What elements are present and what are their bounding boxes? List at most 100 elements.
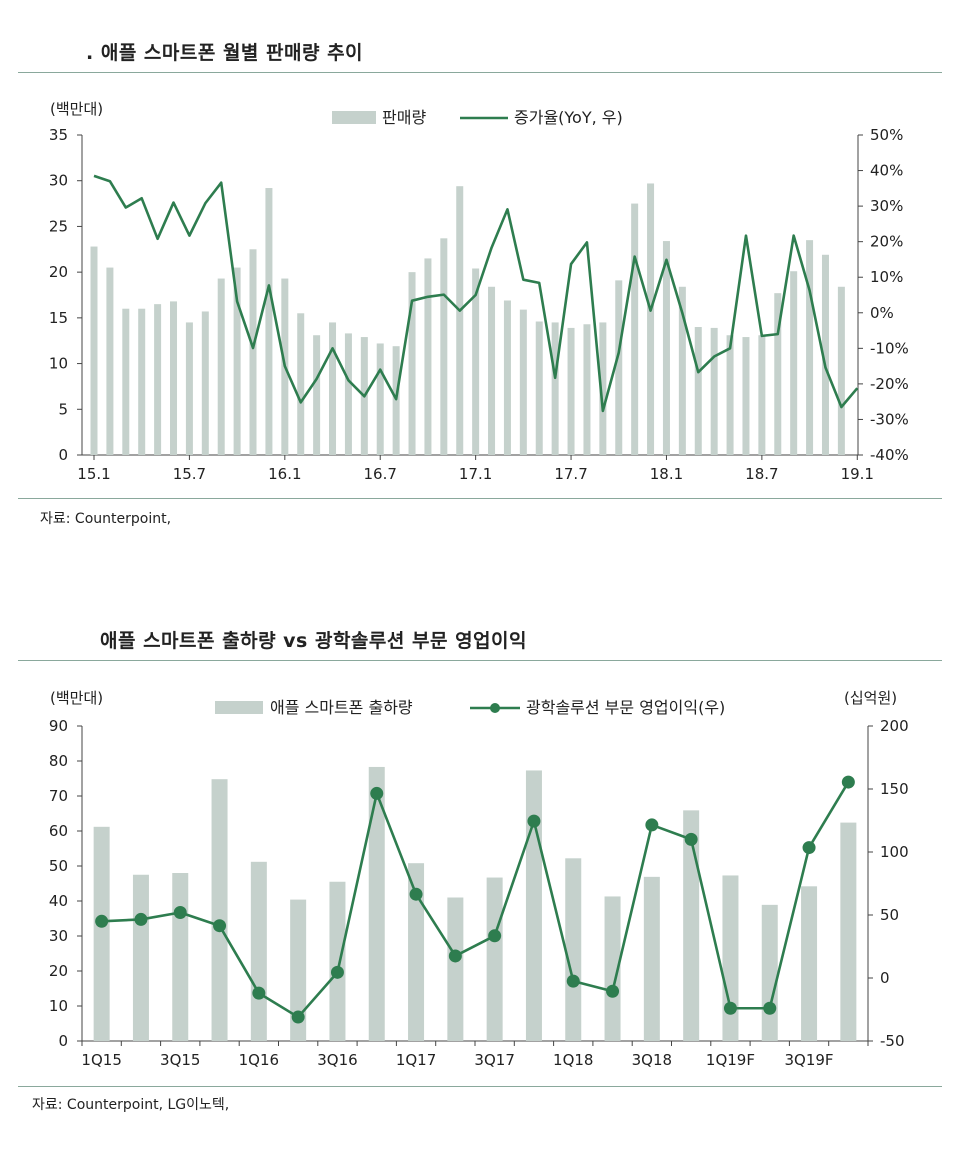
left-tick-label: 50 [49, 857, 68, 875]
right-tick-label: 40% [870, 162, 903, 180]
profit-point [213, 919, 227, 933]
right-tick-label: 200 [880, 717, 909, 735]
right-tick-label: -30% [870, 410, 909, 428]
left-axis-label: (백만대) [50, 100, 103, 118]
bar [249, 249, 257, 455]
legend-bar-swatch [215, 701, 263, 714]
x-tick-label: 16.7 [364, 465, 397, 483]
profit-point [252, 986, 266, 1000]
bar [599, 322, 607, 455]
bar [447, 897, 464, 1041]
right-tick-label: 150 [880, 780, 909, 798]
bar [488, 286, 496, 455]
bar [774, 293, 782, 455]
bar [90, 246, 98, 455]
legend-line-marker [490, 703, 500, 713]
chart2-bottom-rule [18, 1086, 942, 1087]
left-tick-label: 90 [49, 717, 68, 735]
bar [472, 268, 480, 455]
bar [678, 286, 686, 455]
x-tick-label: 1Q19F [706, 1051, 755, 1069]
bar [265, 188, 273, 455]
profit-point [370, 786, 384, 800]
bar [565, 858, 582, 1041]
chart2: 0 10 20 30 40 50 60 70 80 90 -50 0 50 100 150 200 1Q15 3Q… [49, 689, 909, 1069]
left-tick-label: 30 [49, 927, 68, 945]
profit-point [645, 818, 659, 832]
bar [801, 886, 818, 1041]
bar [408, 272, 416, 455]
profit-point [95, 914, 109, 928]
right-tick-label: 50% [870, 126, 903, 144]
bar [368, 766, 385, 1041]
left-tick-label: 20 [49, 263, 68, 281]
profit-point [330, 965, 344, 979]
bar [567, 327, 575, 455]
bar [329, 322, 337, 455]
left-tick-label: 10 [49, 355, 68, 373]
chart1-top-rule [18, 72, 942, 73]
bar [710, 327, 718, 455]
bar [376, 343, 384, 455]
legend-line-label: 증가율(YoY, 우) [514, 108, 623, 127]
profit-point [606, 984, 620, 998]
x-tick-label: 1Q18 [553, 1051, 593, 1069]
profit-point [723, 1001, 737, 1015]
legend-bar-label: 판매량 [382, 108, 426, 127]
left-axis-label: (백만대) [50, 689, 103, 707]
chart1-source: 자료: Counterpoint, [40, 511, 172, 527]
bar [93, 826, 110, 1041]
left-tick-label: 20 [49, 962, 68, 980]
legend-bar-label: 애플 스마트폰 출하량 [270, 698, 413, 717]
right-tick-label: 10% [870, 268, 903, 286]
bar [170, 301, 178, 455]
bar [233, 267, 241, 455]
bar [408, 863, 425, 1041]
bar [250, 861, 267, 1041]
bar [683, 810, 700, 1041]
bar [392, 346, 400, 455]
bar [519, 309, 527, 455]
profit-point [409, 887, 423, 901]
right-tick-label: -20% [870, 375, 909, 393]
x-tick-label: 3Q15 [160, 1051, 200, 1069]
profit-point [527, 814, 541, 828]
bar [132, 874, 149, 1041]
left-tick-label: 40 [49, 892, 68, 910]
bar [806, 240, 814, 455]
left-tick-label: 5 [58, 400, 68, 418]
legend-line-label: 광학솔루션 부문 영업이익(우) [526, 698, 725, 717]
bar [631, 203, 639, 455]
bar [821, 254, 829, 455]
right-tick-label: -10% [870, 339, 909, 357]
left-tick-label: 10 [49, 997, 68, 1015]
profit-point [291, 1010, 305, 1024]
bar [211, 779, 228, 1041]
bar [440, 238, 448, 455]
chart2-source: 자료: Counterpoint, LG이노텍, [32, 1097, 230, 1113]
profit-point [566, 974, 580, 988]
x-tick-label: 17.7 [554, 465, 587, 483]
bar [297, 313, 305, 455]
profit-point [802, 841, 816, 855]
bar [313, 335, 321, 455]
right-tick-label: -40% [870, 446, 909, 464]
bar [486, 877, 503, 1041]
bar [217, 278, 225, 455]
profit-point [134, 912, 148, 926]
bar [185, 322, 193, 455]
profit-point [763, 1001, 777, 1015]
x-tick-label: 15.1 [77, 465, 110, 483]
bar [525, 770, 542, 1041]
right-axis-label: (십억원) [844, 689, 897, 707]
left-tick-label: 25 [49, 217, 68, 235]
chart1-bottom-rule [18, 498, 942, 499]
bar [583, 324, 591, 455]
left-tick-label: 0 [58, 1032, 68, 1050]
bar [106, 267, 114, 455]
left-tick-label: 0 [58, 446, 68, 464]
bar [694, 327, 702, 455]
x-tick-label: 3Q18 [632, 1051, 672, 1069]
profit-line [101, 781, 850, 1019]
bar [662, 241, 670, 455]
